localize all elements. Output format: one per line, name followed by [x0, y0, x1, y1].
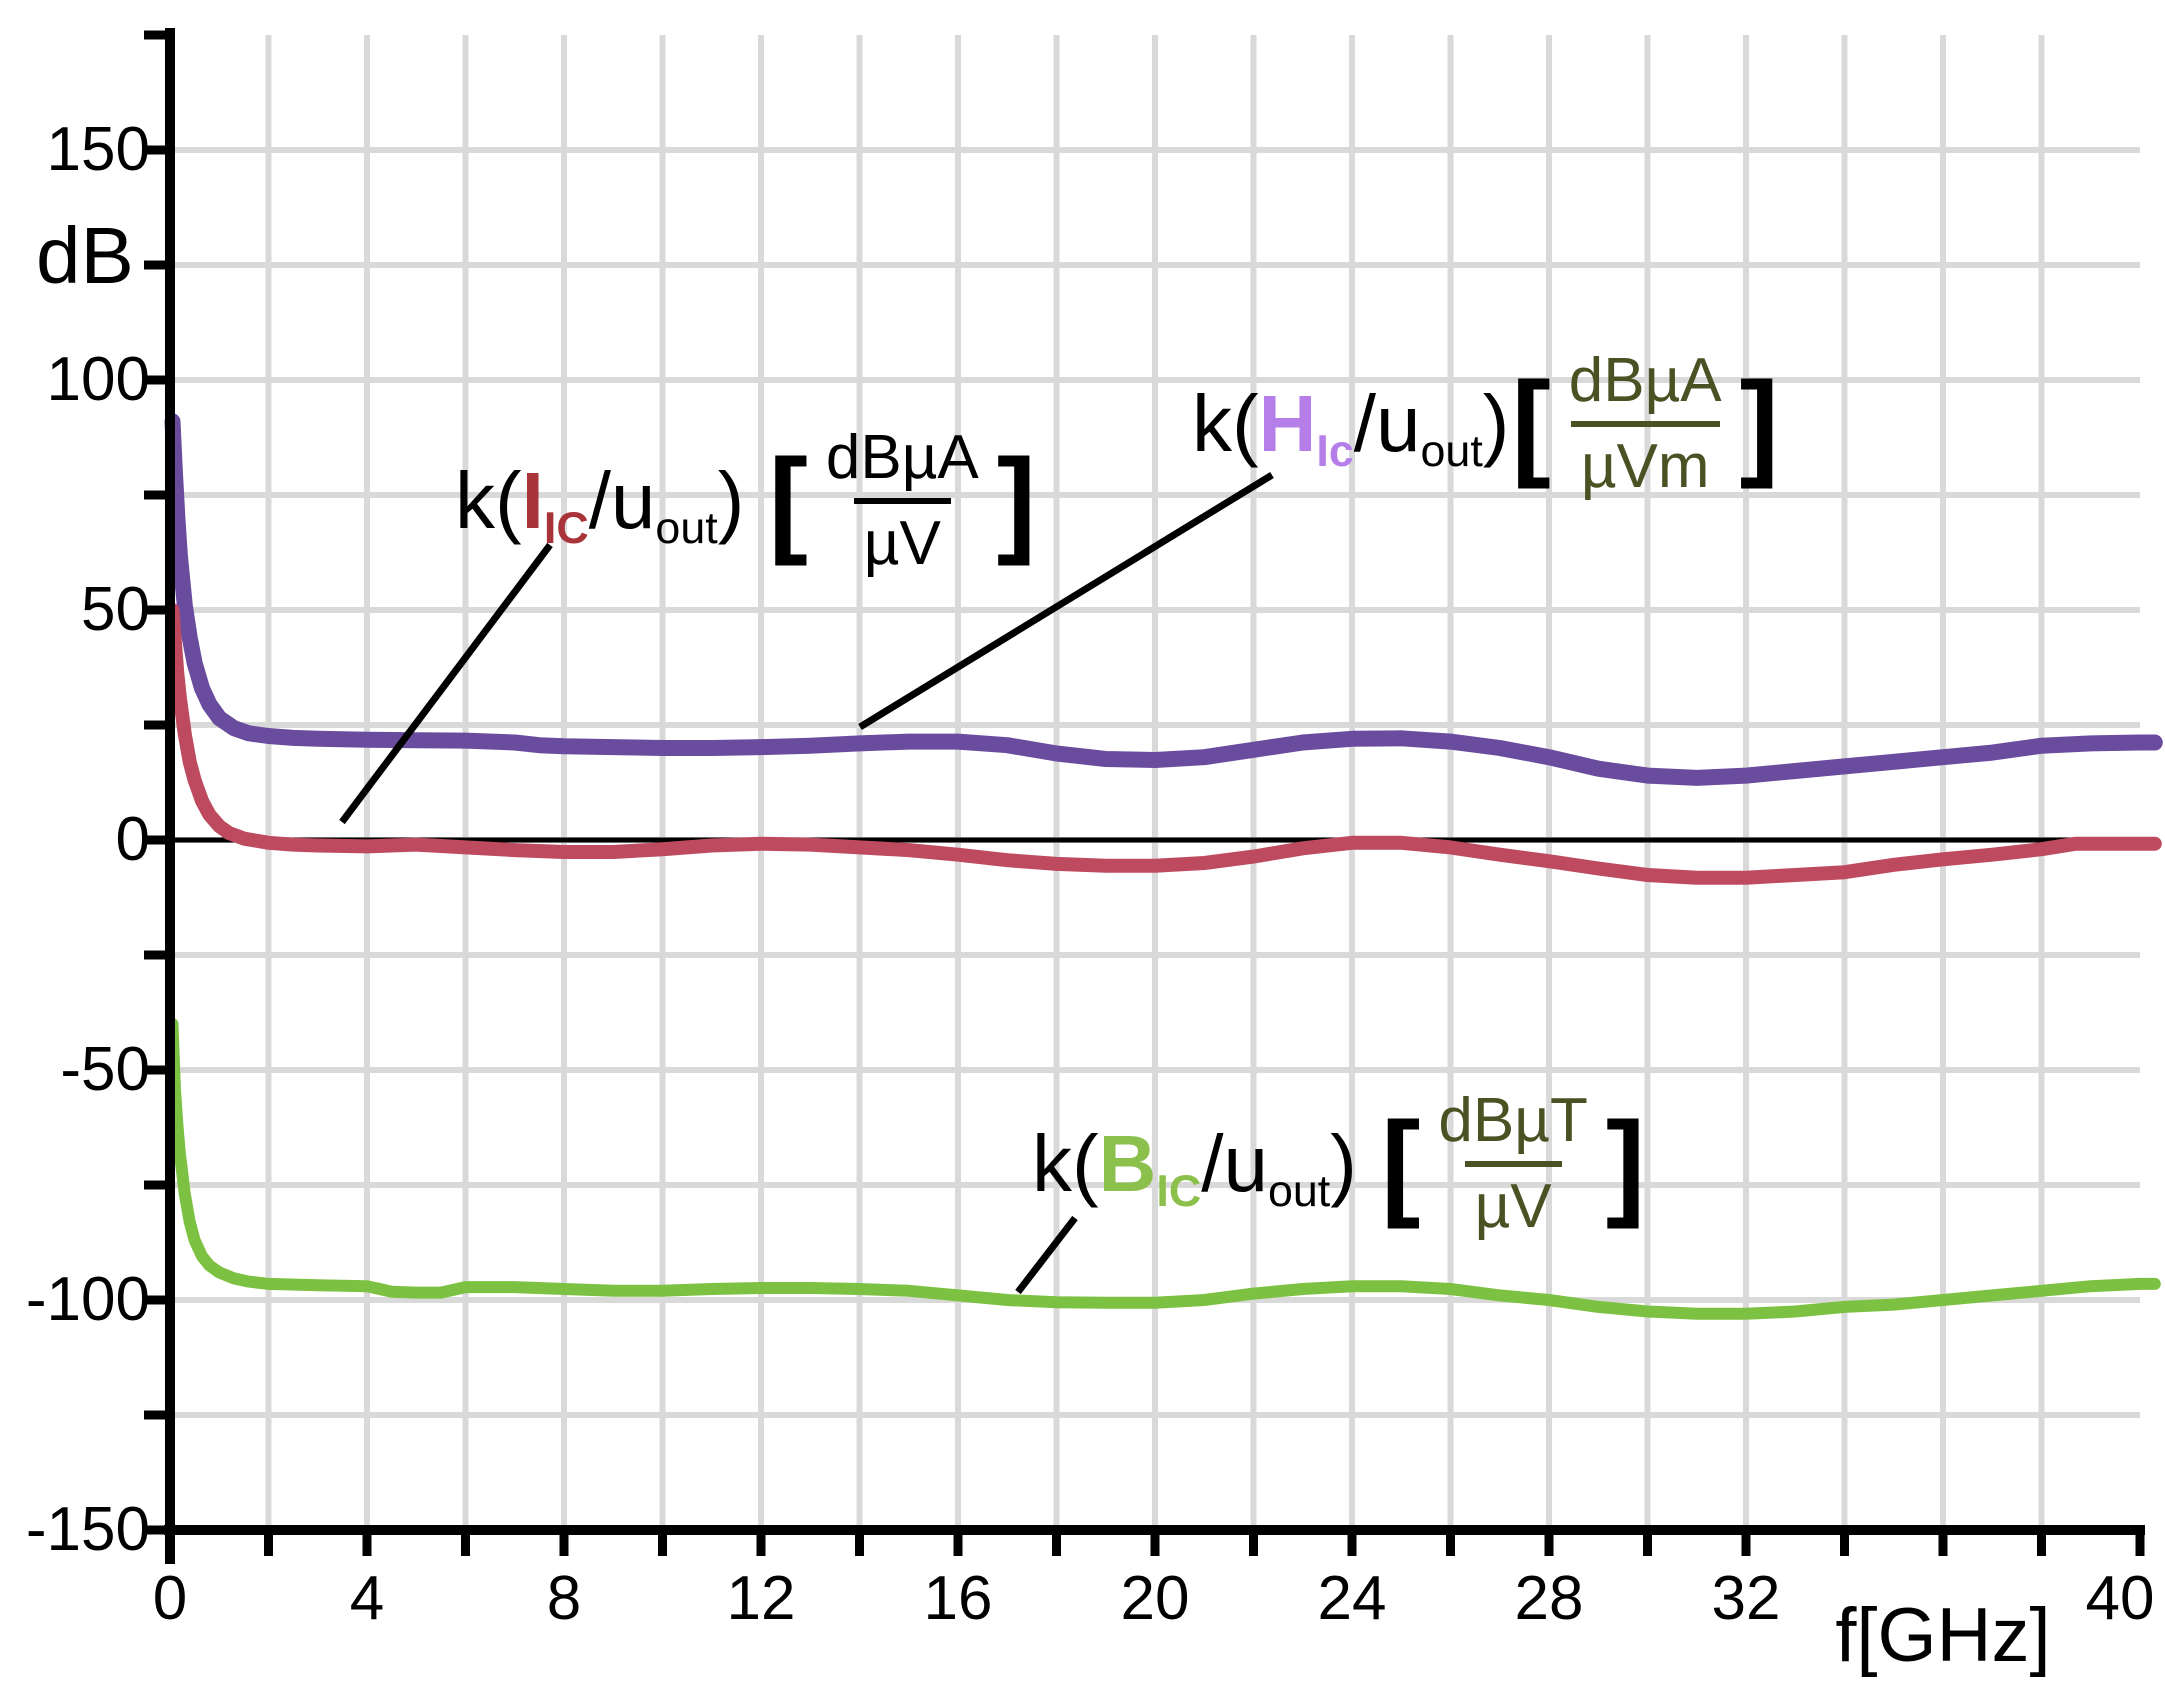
right-bracket: ] — [1605, 1097, 1646, 1230]
legend-formula-current-probe: k(IIC/uout) [ dBµA µV ] — [455, 425, 1038, 577]
x-tick-label: 28 — [1514, 1564, 1584, 1633]
x-axis-unit-label: f[GHz] — [1835, 1593, 2051, 1678]
x-tick-label: 4 — [349, 1564, 385, 1633]
right-bracket: ] — [996, 434, 1037, 567]
fraction-numerator: dBµA — [825, 423, 979, 492]
fraction-numerator: dBµT — [1438, 1086, 1588, 1155]
x-tick-label: 40 — [2085, 1564, 2155, 1633]
formula-main-text: k(HIc/uout) — [1192, 379, 1510, 477]
callout-line-b — [1015, 1215, 1078, 1295]
bfield-symbol: B — [1098, 1119, 1157, 1208]
current-symbol: I — [521, 456, 544, 545]
unit-fraction: dBµA µV — [816, 425, 989, 577]
curve-b-series — [166, 1018, 2161, 1320]
x-tick-label: 24 — [1317, 1564, 1387, 1633]
x-tick-label: 0 — [152, 1564, 188, 1633]
bfield-subscript: IC — [1156, 1166, 1202, 1217]
y-tick-label: 50 — [81, 575, 150, 644]
callout-line-h — [858, 472, 1274, 730]
right-bracket: ] — [1739, 357, 1779, 490]
formula-main-text: k(IIC/uout) — [455, 456, 767, 554]
y-tick-label: 100 — [46, 345, 150, 414]
hfield-subscript: Ic — [1316, 426, 1354, 477]
hfield-symbol: H — [1258, 379, 1317, 468]
formula-main-text: k(BIC/uout) — [1032, 1119, 1380, 1217]
fraction-denominator: µVm — [1570, 421, 1720, 500]
current-subscript: IC — [543, 503, 589, 554]
left-bracket: [ — [1511, 357, 1551, 490]
uout-subscript: out — [1420, 426, 1483, 477]
curve-h-series — [164, 413, 2163, 786]
fraction-denominator: µV — [1464, 1161, 1562, 1240]
legend-formula-hfield-probe: k(HIc/uout) [ dBµA µVm ] — [1192, 348, 1781, 500]
x-tick-label: 20 — [1120, 1564, 1190, 1633]
y-axis-unit-label: dB — [36, 211, 134, 300]
y-tick-label: 150 — [46, 115, 150, 184]
fraction-numerator: dBµA — [1568, 346, 1722, 415]
y-tick-label: -150 — [25, 1495, 150, 1564]
curve-i-series — [165, 603, 2162, 885]
uout-subscript: out — [1267, 1166, 1331, 1217]
x-tick-label: 32 — [1711, 1564, 1781, 1633]
x-tick-label: 8 — [546, 1564, 582, 1633]
x-tick-label: 12 — [726, 1564, 796, 1633]
unit-fraction: dBµA µVm — [1559, 348, 1732, 500]
y-tick-label: -100 — [25, 1265, 150, 1334]
y-tick-label: 0 — [115, 805, 150, 874]
x-tick-label: 16 — [923, 1564, 993, 1633]
left-bracket: [ — [768, 434, 808, 567]
callout-line-i — [339, 542, 553, 825]
unit-fraction: dBµT µV — [1428, 1088, 1597, 1240]
fraction-denominator: µV — [853, 498, 951, 577]
legend-formula-bfield-probe: k(BIC/uout) [ dBµT µV ] — [1032, 1088, 1647, 1240]
uout-subscript: out — [655, 503, 718, 554]
y-tick-label: -50 — [60, 1035, 150, 1104]
left-bracket: [ — [1381, 1097, 1421, 1230]
